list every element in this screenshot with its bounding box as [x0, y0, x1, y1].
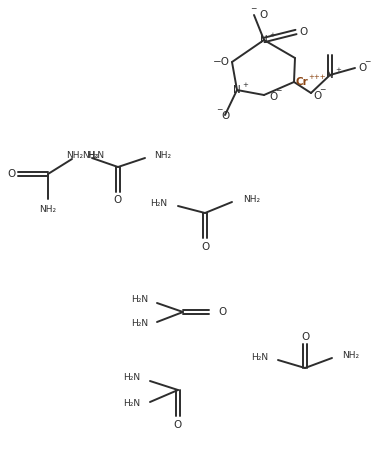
Text: +: +: [269, 32, 275, 38]
Text: H₂N: H₂N: [251, 354, 268, 362]
Text: NH₂: NH₂: [243, 194, 260, 204]
Text: NH₂: NH₂: [154, 150, 171, 160]
Text: O: O: [299, 27, 307, 37]
Text: −: −: [364, 57, 370, 66]
Text: N: N: [260, 35, 268, 45]
Text: O: O: [259, 10, 267, 20]
Text: −: −: [216, 106, 222, 114]
Text: −: −: [250, 5, 256, 14]
Text: O: O: [269, 92, 277, 102]
Text: NH₂: NH₂: [66, 150, 83, 160]
Text: H₂N: H₂N: [131, 318, 148, 327]
Text: +: +: [335, 67, 341, 73]
Text: +++: +++: [308, 74, 326, 80]
Text: H₂N: H₂N: [131, 296, 148, 304]
Text: NH₂: NH₂: [39, 205, 56, 214]
Text: H₂N: H₂N: [87, 150, 104, 160]
Text: O: O: [201, 242, 209, 252]
Text: −O: −O: [213, 57, 230, 67]
Text: O: O: [313, 91, 321, 101]
Text: N: N: [326, 70, 334, 80]
Text: −: −: [275, 86, 281, 95]
Text: O: O: [358, 63, 366, 73]
Text: O: O: [301, 332, 309, 342]
Text: H₂N: H₂N: [150, 199, 167, 208]
Text: O: O: [8, 169, 16, 179]
Text: O: O: [114, 195, 122, 205]
Text: +: +: [242, 82, 248, 88]
Text: N: N: [233, 85, 241, 95]
Text: O: O: [174, 420, 182, 430]
Text: Cr: Cr: [296, 77, 309, 87]
Text: O: O: [218, 307, 226, 317]
Text: NH₂: NH₂: [82, 150, 99, 160]
Text: −: −: [319, 85, 325, 94]
Text: NH₂: NH₂: [342, 351, 359, 360]
Text: H₂N: H₂N: [123, 398, 140, 408]
Text: H₂N: H₂N: [123, 374, 140, 382]
Text: O: O: [221, 111, 229, 121]
